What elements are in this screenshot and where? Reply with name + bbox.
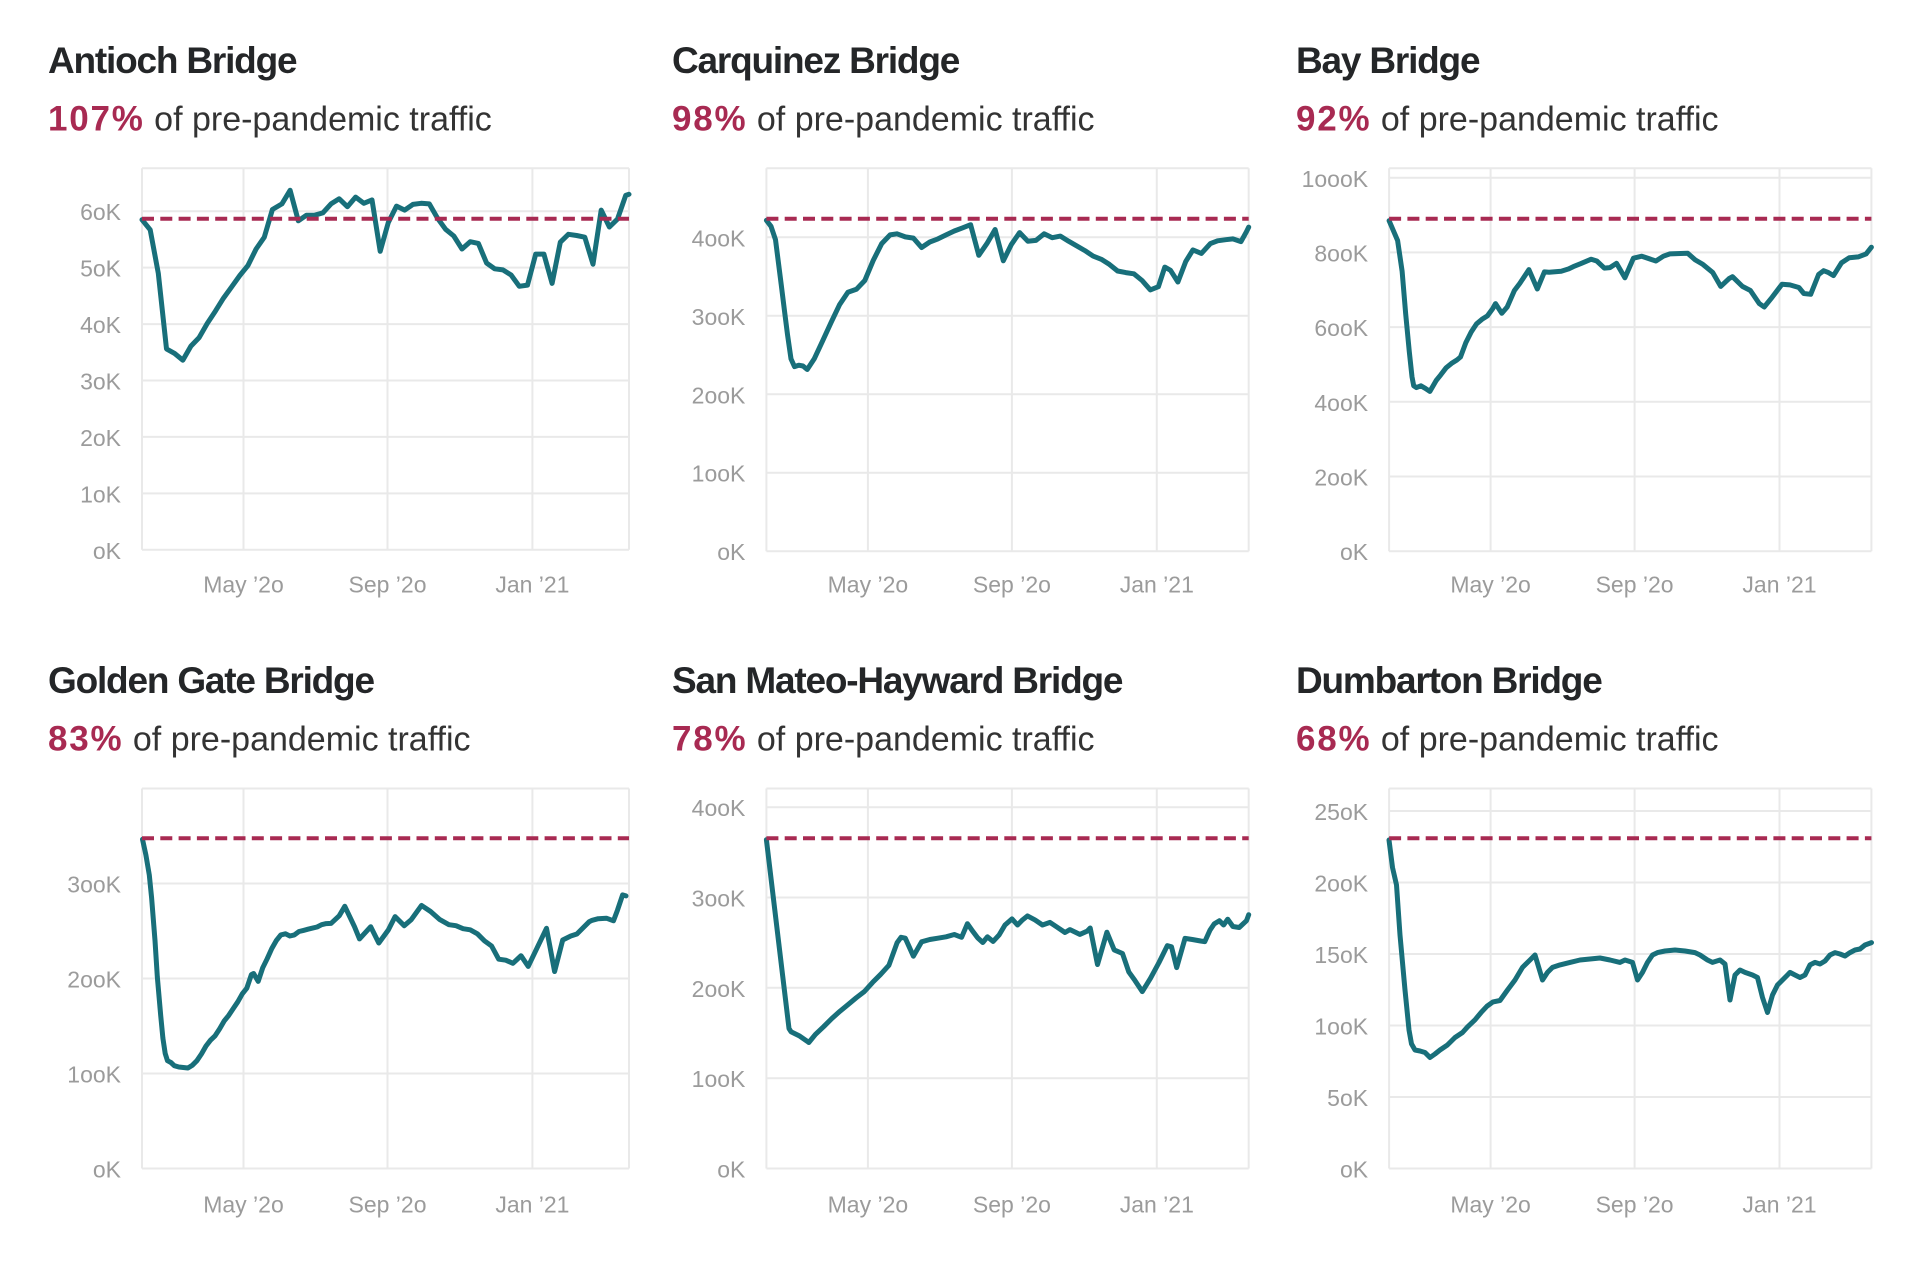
svg-text:Sep ’2o: Sep ’2o [1596,572,1674,598]
svg-text:2ooK: 2ooK [692,382,746,408]
svg-text:May ’2o: May ’2o [828,572,909,598]
svg-text:3ooK: 3ooK [692,886,746,912]
svg-text:May ’2o: May ’2o [828,1192,909,1218]
svg-text:oK: oK [717,1157,746,1183]
svg-text:4ooK: 4ooK [692,795,746,821]
svg-text:4oK: 4oK [80,312,122,338]
svg-text:25oK: 25oK [1314,799,1368,825]
svg-text:Bay Bridge: Bay Bridge [1296,40,1480,81]
svg-text:1ooK: 1ooK [692,461,746,487]
svg-text:Jan ’21: Jan ’21 [1742,572,1816,598]
svg-text:8ooK: 8ooK [1314,240,1368,266]
svg-text:4ooK: 4ooK [692,225,746,251]
svg-text:Dumbarton Bridge: Dumbarton Bridge [1296,660,1602,701]
svg-text:83% of pre-pandemic traffic: 83% of pre-pandemic traffic [48,720,471,759]
svg-text:92% of pre-pandemic traffic: 92% of pre-pandemic traffic [1296,100,1719,139]
svg-text:1ooK: 1ooK [67,1062,121,1088]
svg-text:Sep ’2o: Sep ’2o [348,1192,426,1218]
svg-text:Sep ’2o: Sep ’2o [1596,1192,1674,1218]
svg-text:Jan ’21: Jan ’21 [1120,572,1194,598]
svg-text:oK: oK [1340,539,1369,565]
svg-text:Sep ’2o: Sep ’2o [348,572,426,598]
svg-text:Sep ’2o: Sep ’2o [973,1192,1051,1218]
svg-text:3oK: 3oK [80,369,122,395]
svg-text:San Mateo-Hayward Bridge: San Mateo-Hayward Bridge [672,660,1123,701]
svg-text:5oK: 5oK [80,256,122,282]
svg-text:May ’2o: May ’2o [1450,1192,1531,1218]
svg-text:1ooK: 1ooK [692,1066,746,1092]
svg-text:2ooK: 2ooK [692,976,746,1002]
svg-text:3ooK: 3ooK [692,304,746,330]
svg-text:2ooK: 2ooK [67,967,121,993]
svg-text:oK: oK [717,539,746,565]
svg-text:2ooK: 2ooK [1314,871,1368,897]
svg-text:68% of pre-pandemic traffic: 68% of pre-pandemic traffic [1296,720,1719,759]
svg-text:oK: oK [1340,1157,1369,1183]
svg-text:oK: oK [93,538,122,564]
svg-text:15oK: 15oK [1314,942,1368,968]
svg-text:Sep ’2o: Sep ’2o [973,572,1051,598]
svg-text:Jan ’21: Jan ’21 [495,1192,569,1218]
svg-text:Antioch Bridge: Antioch Bridge [48,40,297,81]
svg-text:2ooK: 2ooK [1314,465,1368,491]
svg-text:oK: oK [93,1157,122,1183]
svg-text:6ooK: 6ooK [1314,315,1368,341]
svg-text:1ooK: 1ooK [1314,1014,1368,1040]
svg-text:98% of pre-pandemic traffic: 98% of pre-pandemic traffic [672,100,1095,139]
svg-text:1oooK: 1oooK [1302,166,1369,192]
svg-text:2oK: 2oK [80,425,122,451]
svg-text:Jan ’21: Jan ’21 [1120,1192,1194,1218]
svg-text:1oK: 1oK [80,481,122,507]
svg-text:6oK: 6oK [80,199,122,225]
svg-text:Jan ’21: Jan ’21 [1742,1192,1816,1218]
svg-text:Jan ’21: Jan ’21 [495,572,569,598]
svg-text:78% of pre-pandemic traffic: 78% of pre-pandemic traffic [672,720,1095,759]
svg-text:Carquinez Bridge: Carquinez Bridge [672,40,960,81]
svg-text:May ’2o: May ’2o [1450,572,1531,598]
svg-text:107% of pre-pandemic traffic: 107% of pre-pandemic traffic [48,100,492,139]
svg-text:4ooK: 4ooK [1314,390,1368,416]
svg-text:5oK: 5oK [1327,1085,1369,1111]
svg-text:May ’2o: May ’2o [203,572,284,598]
svg-text:May ’2o: May ’2o [203,1192,284,1218]
svg-text:3ooK: 3ooK [67,872,121,898]
svg-text:Golden Gate Bridge: Golden Gate Bridge [48,660,374,701]
